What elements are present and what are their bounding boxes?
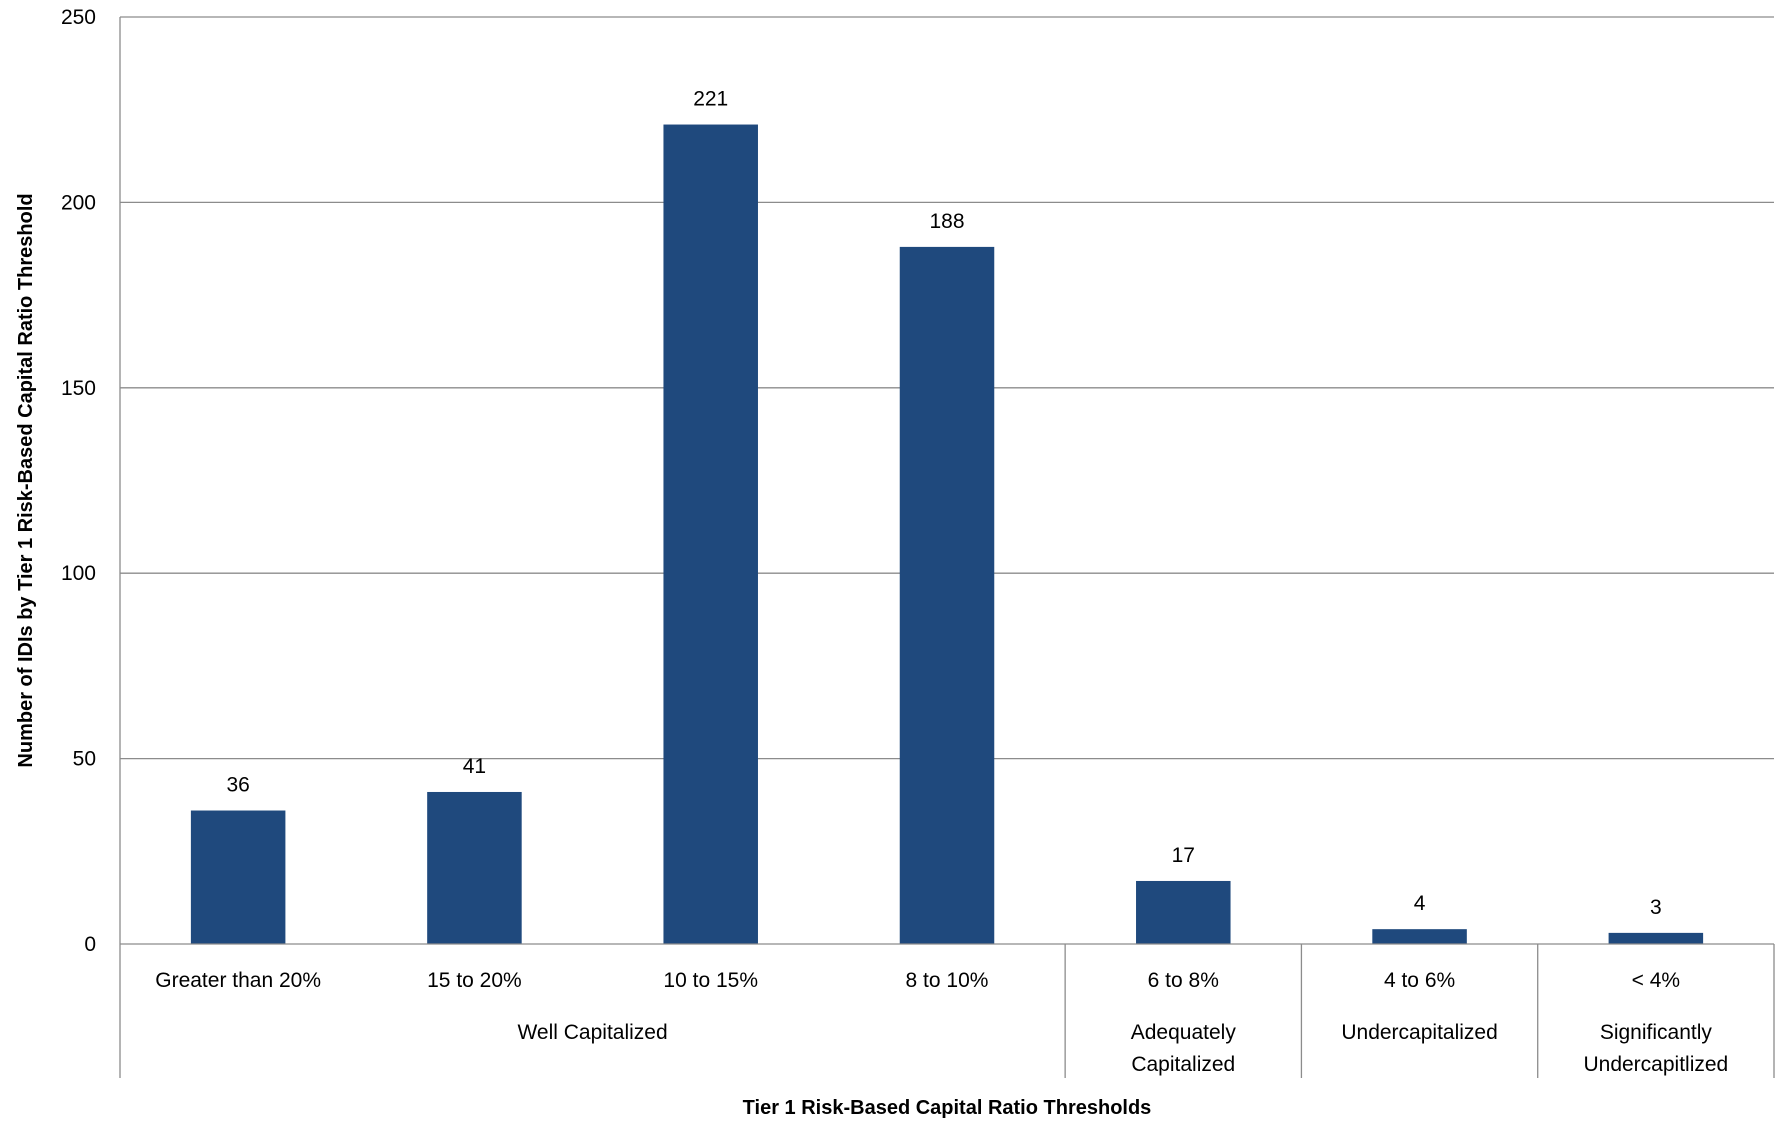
bar — [663, 124, 758, 945]
y-tick-label: 200 — [61, 191, 96, 214]
y-tick-label: 0 — [84, 933, 96, 956]
group-label: Well Capitalized — [517, 1021, 667, 1044]
data-label: 221 — [693, 88, 728, 111]
group-label: Significantly — [1600, 1021, 1713, 1044]
labels: 0 50 100 150 200 250 36 Greater than 20% 41 15 to… — [61, 6, 1728, 1076]
data-label: 41 — [463, 755, 486, 778]
x-tick-label: 10 to 15% — [663, 969, 758, 992]
data-label: 4 — [1414, 892, 1426, 915]
group-label: Adequately — [1131, 1021, 1237, 1044]
data-label: 3 — [1650, 896, 1662, 919]
x-tick-label: 6 to 8% — [1148, 969, 1219, 992]
y-tick-label: 150 — [61, 377, 96, 400]
bars — [190, 124, 1704, 945]
x-tick-label: 15 to 20% — [427, 969, 522, 992]
x-tick-label: 8 to 10% — [906, 969, 989, 992]
axes — [119, 17, 1775, 1078]
data-label: 188 — [929, 210, 964, 233]
bar — [1136, 880, 1231, 944]
y-tick-label: 100 — [61, 562, 96, 585]
bar — [427, 791, 522, 944]
x-axis-title: Tier 1 Risk-Based Capital Ratio Threshol… — [743, 1097, 1152, 1119]
y-axis-title: Number of IDIs by Tier 1 Risk-Based Capi… — [15, 193, 37, 767]
x-tick-label: 4 to 6% — [1384, 969, 1455, 992]
x-tick-label: < 4% — [1632, 969, 1680, 992]
group-label: Undercapitlized — [1583, 1053, 1728, 1076]
data-label: 17 — [1172, 844, 1195, 867]
bar — [190, 810, 286, 944]
bar — [1608, 932, 1704, 944]
group-label: Capitalized — [1131, 1053, 1235, 1076]
y-tick-label: 50 — [73, 748, 96, 771]
bar — [899, 246, 995, 944]
data-label: 36 — [226, 774, 249, 797]
x-tick-label: Greater than 20% — [155, 969, 321, 992]
y-tick-label: 250 — [61, 6, 96, 29]
bar — [1372, 929, 1467, 944]
group-label: Undercapitalized — [1341, 1021, 1497, 1044]
